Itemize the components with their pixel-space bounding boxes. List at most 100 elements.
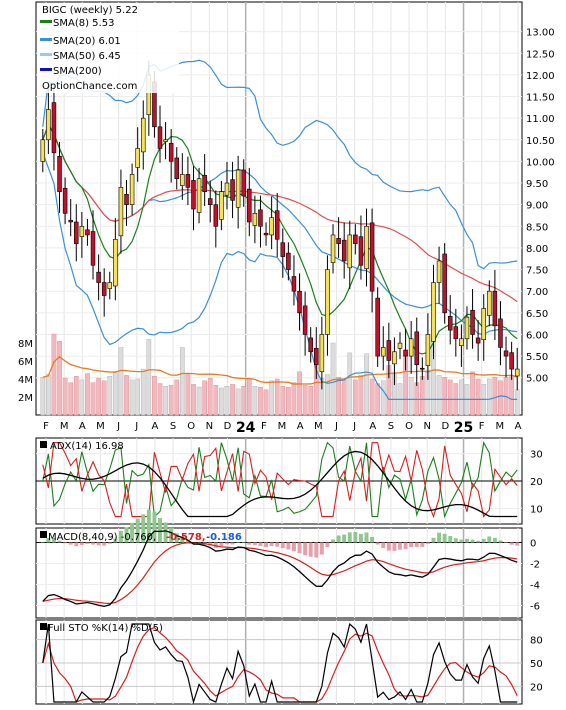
macd-tick-label: 0 [530, 539, 536, 550]
volume-bar [492, 377, 498, 416]
candle-body [297, 290, 302, 314]
price-tick-label: 9.00 [526, 201, 548, 212]
candle-body [191, 180, 196, 210]
macd-histogram-bar [158, 518, 162, 543]
candle-body [487, 290, 492, 316]
x-tick-label: S [388, 421, 394, 432]
macd-histogram-bar [470, 539, 475, 543]
candle-body [347, 234, 353, 269]
candle-body [514, 368, 520, 377]
volume-bar [40, 377, 46, 416]
legend-sma8: SMA(8) 5.53 [53, 18, 114, 29]
candle-body [168, 142, 174, 162]
volume-bar [380, 380, 386, 416]
candle-body [68, 219, 73, 223]
chart-title: BIGC (weekly) 5.22 [42, 5, 138, 16]
volume-bar [509, 375, 514, 416]
macd-histogram-bar [219, 542, 224, 547]
adx-label: ADX(14) 16.98 [50, 441, 124, 452]
price-tick-label: 11.00 [526, 114, 555, 125]
volume-bar [79, 379, 85, 416]
volume-bar [470, 371, 475, 416]
macd-tick-label: -4 [530, 581, 540, 592]
macd-histogram-bar [398, 542, 402, 550]
volume-bar [252, 386, 258, 416]
volume-bar [146, 339, 152, 416]
candle-body [442, 253, 447, 314]
macd-histogram-bar [437, 532, 442, 543]
candle-body [247, 188, 252, 223]
x-tick-label: A [515, 421, 522, 432]
sto-label: Full STO %K(14) %D(5) [48, 623, 163, 634]
x-tick-label: M [314, 421, 323, 432]
volume-bar [353, 379, 358, 416]
candle-body [141, 117, 146, 153]
macd-histogram-bar [113, 538, 118, 543]
adx-minus-di-line [42, 442, 518, 519]
macd-histogram-bar [275, 542, 280, 547]
adx-legend: ADX(14) 16.98 [40, 441, 124, 452]
candle-body [230, 179, 235, 201]
macd-histogram-bar [314, 542, 319, 558]
volume-bar [347, 352, 353, 416]
candle-body [274, 210, 280, 240]
volume-bar [96, 377, 101, 416]
macd-histogram-bar [358, 533, 363, 543]
x-tick-label: J [134, 421, 138, 432]
macd-histogram-bar [492, 537, 497, 543]
macd-histogram-bar [252, 542, 257, 546]
candle-body [470, 309, 475, 335]
candle-body [40, 139, 46, 162]
price-tick-label: 8.50 [526, 222, 548, 233]
bollinger-upper-line [42, 59, 518, 270]
volume-bar [51, 333, 57, 416]
price-tick-label: 9.50 [526, 179, 548, 190]
x-tick-label: J [352, 421, 356, 432]
macd-histogram-bar [319, 542, 324, 555]
candle-body [286, 252, 291, 270]
macd-histogram-bar [297, 542, 302, 554]
volume-bar [325, 374, 330, 416]
volume-bar [459, 379, 464, 416]
macd-histogram-bar [130, 522, 135, 543]
x-tick-label: A [369, 421, 376, 432]
macd-histogram-bar [370, 536, 375, 543]
macd-histogram-bar [336, 535, 341, 543]
candle-body [180, 174, 185, 186]
volume-bar [196, 386, 202, 416]
price-tick-label: 12.00 [526, 71, 555, 82]
volume-bar [68, 382, 74, 416]
macd-histogram-bar [342, 534, 347, 543]
macd-histogram-bar [280, 542, 285, 549]
volume-bar [436, 375, 442, 416]
candle-body [124, 193, 129, 205]
candle-body [174, 157, 179, 180]
x-tick-label: N [423, 421, 430, 432]
price-tick-label: 8.00 [526, 244, 548, 255]
candle-body [436, 260, 442, 283]
x-tick-label: D [224, 421, 232, 432]
macd-histogram-bar [353, 532, 358, 543]
volume-bar [280, 386, 286, 416]
x-tick-label: N [206, 421, 213, 432]
macd-histogram-bar [135, 518, 140, 543]
candle-body [408, 338, 414, 357]
candle-body [129, 174, 135, 205]
candle-body [358, 236, 364, 266]
macd-histogram-bar [146, 509, 151, 543]
macd-histogram-bar [118, 530, 123, 543]
candle-body [57, 155, 62, 192]
volume-tick-label: 2M [18, 393, 33, 404]
macd-histogram-bar [303, 542, 308, 556]
sto-d-line [42, 626, 518, 703]
macd-histogram-bar [414, 542, 419, 548]
volume-bar [241, 386, 247, 416]
volume-bar [364, 353, 369, 416]
volume-bar [180, 347, 185, 416]
price-tick-label: 11.50 [526, 93, 555, 104]
candle-body [291, 276, 297, 292]
price-tick-label: 7.00 [526, 287, 548, 298]
macd-histogram-bar [292, 542, 296, 552]
legend-swatch-sma200 [40, 68, 52, 71]
